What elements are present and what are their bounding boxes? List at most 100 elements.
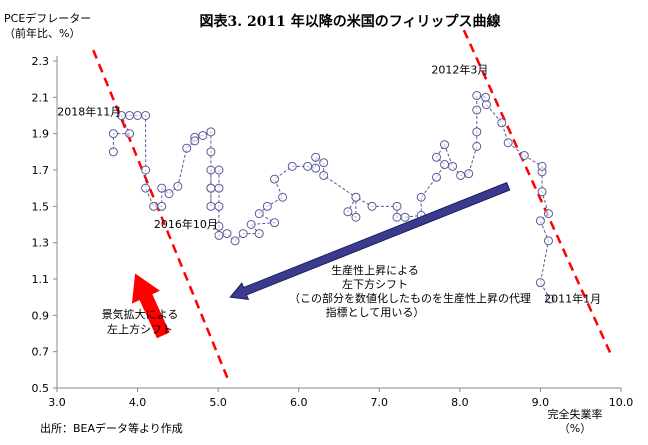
data-point [367, 201, 377, 211]
data-point [303, 161, 313, 171]
data-point [537, 161, 547, 171]
data-point [416, 192, 426, 202]
data-point [230, 236, 240, 246]
data-point [262, 201, 272, 211]
data-point [157, 183, 167, 193]
annotation-productivity-shift: （この部分を数値化したものを生産性上昇の代理 [289, 291, 531, 305]
data-point [125, 111, 135, 120]
data-point [278, 192, 288, 202]
x-tick-label: 5.0 [209, 396, 227, 409]
blue-arrow [229, 181, 511, 301]
point-label: 2016年10月 [154, 217, 218, 231]
data-point [472, 105, 482, 115]
data-point [214, 183, 224, 193]
data-point [481, 92, 491, 102]
x-tick-label: 6.0 [290, 396, 308, 409]
data-point [108, 147, 118, 157]
annotation-productivity-shift: 指標として用いる） [326, 305, 425, 319]
data-point [214, 230, 224, 240]
point-label: 2018年11月 [57, 105, 121, 119]
data-point [440, 140, 450, 150]
data-point [238, 229, 248, 239]
data-point [519, 150, 529, 160]
data-point [108, 129, 118, 139]
data-point [472, 127, 482, 137]
y-tick-label: 2.1 [32, 91, 50, 104]
data-point [222, 229, 232, 239]
data-point [431, 172, 441, 182]
data-point [173, 181, 183, 191]
data-point [206, 147, 216, 157]
annotation-productivity-shift: 生産性上昇による [331, 263, 419, 277]
chart-title: 図表3. 2011 年以降の米国のフィリップス曲線 [199, 13, 500, 30]
y-axis-label: PCEデフレーター [4, 11, 91, 25]
data-point [141, 111, 151, 120]
x-tick-label: 10.0 [609, 396, 634, 409]
data-point [392, 212, 402, 222]
annotation-left-shift: 左上方シフト [107, 322, 173, 336]
source-note: 出所：BEAデータ等より作成 [40, 421, 183, 435]
x-tick-label: 3.0 [48, 396, 66, 409]
data-point [543, 209, 553, 219]
data-point [448, 161, 458, 171]
data-point [182, 143, 192, 153]
data-point [311, 152, 321, 162]
data-point [214, 221, 224, 231]
data-point [141, 165, 151, 175]
data-point [133, 111, 143, 120]
annotation-left-shift: 景気拡大による [102, 307, 179, 321]
data-point [481, 100, 491, 110]
data-point [319, 170, 329, 180]
x-axis-label: 完全失業率 [548, 407, 603, 421]
data-point [206, 201, 216, 211]
y-tick-label: 1.7 [32, 164, 50, 177]
data-point [270, 218, 280, 228]
data-point [164, 189, 174, 199]
x-tick-label: 9.0 [532, 396, 550, 409]
data-point [270, 174, 280, 184]
point-label: 2012年3月 [431, 63, 488, 77]
data-point [464, 169, 474, 179]
data-point [254, 229, 264, 239]
data-point [311, 163, 321, 173]
x-tick-label: 8.0 [451, 396, 469, 409]
point-label: 2011年1月 [544, 292, 601, 306]
y-tick-label: 0.7 [32, 346, 50, 359]
red-arrow [131, 273, 170, 339]
x-axis-label: （%） [559, 422, 591, 435]
x-tick-label: 7.0 [371, 396, 389, 409]
data-point [431, 152, 441, 162]
data-point [206, 127, 216, 137]
data-point [351, 192, 361, 202]
data-point [456, 170, 466, 180]
y-tick-label: 2.3 [32, 55, 50, 68]
y-axis-label: （前年比、%） [4, 26, 80, 40]
annotation-productivity-shift: 左下方シフト [342, 277, 408, 291]
y-tick-label: 0.5 [32, 382, 50, 395]
data-point [214, 165, 224, 175]
y-tick-label: 1.9 [32, 128, 50, 141]
data-point [190, 136, 200, 146]
data-point [206, 165, 216, 175]
data-point [343, 207, 353, 217]
data-point [198, 130, 208, 140]
data-point [214, 201, 224, 211]
data-point [472, 141, 482, 151]
data-point [472, 91, 482, 101]
data-point [351, 212, 361, 222]
data-point [125, 129, 135, 139]
data-point [392, 201, 402, 211]
data-point [503, 138, 513, 148]
data-point [319, 158, 329, 168]
data-point [206, 183, 216, 193]
data-point [400, 212, 410, 222]
x-tick-label: 4.0 [129, 396, 147, 409]
data-point [149, 201, 159, 211]
data-point [537, 187, 547, 197]
data-point [440, 160, 450, 170]
data-point [246, 220, 256, 229]
data-point [535, 278, 545, 288]
data-point [287, 161, 297, 171]
